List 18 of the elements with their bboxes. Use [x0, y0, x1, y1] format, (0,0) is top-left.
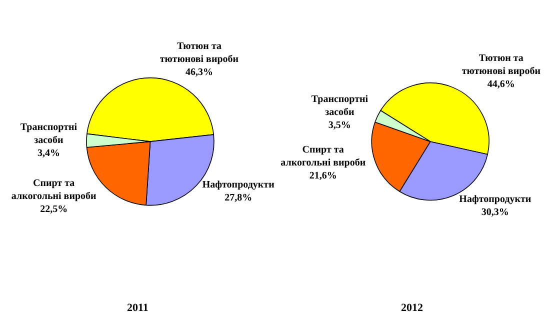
data-label: 44,6% [487, 78, 515, 90]
slice-label: Транспортні засоби [311, 94, 368, 118]
slice-label: Спирт та алкогольні вироби [11, 178, 97, 202]
slice-label: Тютюн та тютюнові вироби [160, 40, 239, 65]
data-label: 3,5% [328, 120, 351, 132]
slice-label: Нафтопродукти [202, 179, 275, 190]
data-label: 22,5% [40, 204, 68, 216]
slice-label: Спирт та алкогольні вироби [280, 144, 366, 169]
data-label: 3,4% [37, 148, 60, 160]
slice-label: Нафтопродукти [459, 194, 532, 205]
data-label: 30,3% [481, 206, 509, 218]
text: 2011 [127, 302, 148, 314]
slice-label: Тютюн та тютюнові вироби [462, 52, 541, 77]
text: 2012 [401, 302, 424, 314]
data-label: 27,8% [224, 192, 252, 204]
slice-label: Транспортні засоби [20, 122, 78, 146]
data-label: 21,6% [309, 170, 337, 182]
data-label: 46,3% [185, 66, 213, 78]
